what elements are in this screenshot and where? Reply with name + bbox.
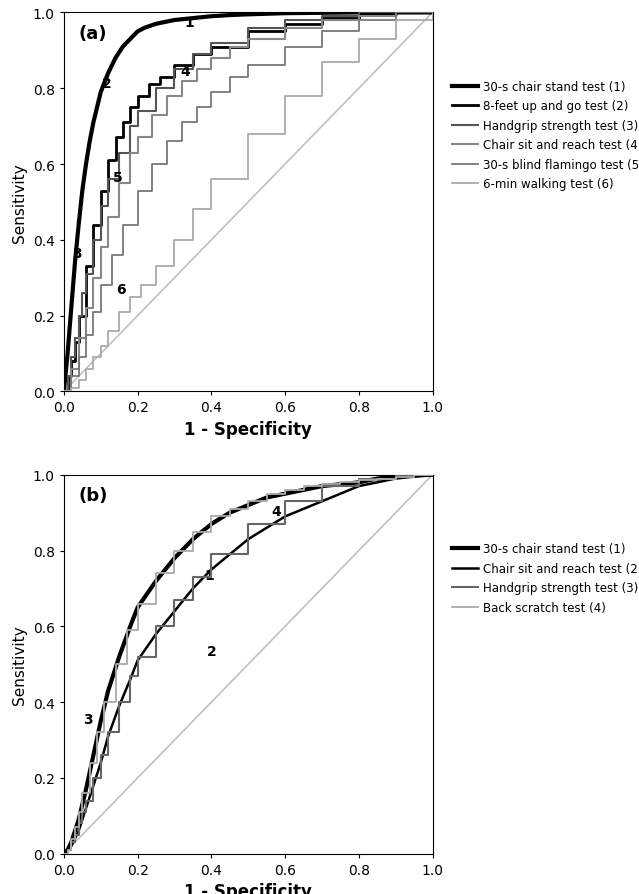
Text: 4: 4 xyxy=(271,504,281,519)
Legend: 30-s chair stand test (1), 8-feet up and go test (2), Handgrip strength test (3): 30-s chair stand test (1), 8-feet up and… xyxy=(447,76,639,196)
Text: (a): (a) xyxy=(79,25,107,43)
X-axis label: 1 - Specificity: 1 - Specificity xyxy=(184,882,312,894)
Text: 3: 3 xyxy=(72,247,82,261)
Text: 3: 3 xyxy=(83,713,93,727)
Text: 1: 1 xyxy=(204,569,214,583)
Text: 4: 4 xyxy=(181,65,190,79)
Y-axis label: Sensitivity: Sensitivity xyxy=(12,625,27,704)
Text: 6: 6 xyxy=(116,283,126,297)
Text: 2: 2 xyxy=(102,77,111,90)
Legend: 30-s chair stand test (1), Chair sit and reach test (2), Handgrip strength test : 30-s chair stand test (1), Chair sit and… xyxy=(447,538,639,619)
Y-axis label: Sensitivity: Sensitivity xyxy=(12,163,27,242)
Text: (b): (b) xyxy=(79,486,108,504)
Text: 5: 5 xyxy=(112,171,122,185)
Text: 1: 1 xyxy=(185,16,194,30)
Text: 2: 2 xyxy=(206,645,216,658)
X-axis label: 1 - Specificity: 1 - Specificity xyxy=(184,420,312,438)
